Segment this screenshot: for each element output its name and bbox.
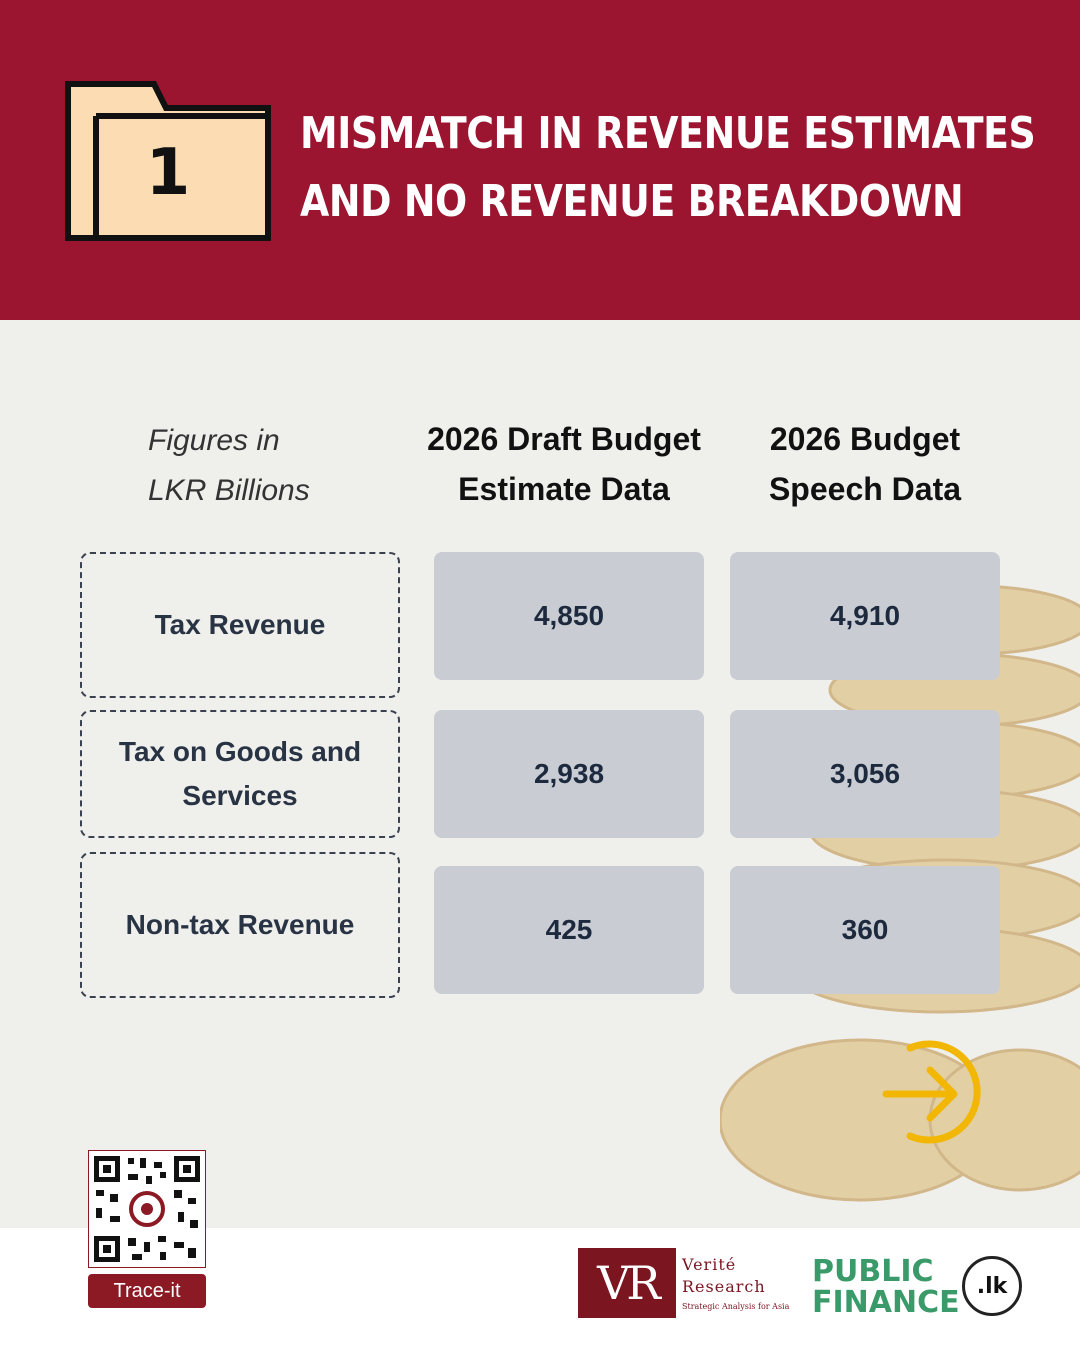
row-label-non-tax-revenue: Non-tax Revenue <box>80 852 400 998</box>
verite-research-logo: VR Verité Research Strategic Analysis fo… <box>578 1248 790 1320</box>
column-header-speech-line-2: Speech Data <box>768 471 962 507</box>
folder-icon <box>65 81 271 241</box>
column-header-draft-line-1: 2026 Draft Budget <box>427 421 701 457</box>
cell-speech-tax-goods-services: 3,056 <box>730 710 1000 838</box>
verite-tagline: Strategic Analysis for Asia <box>682 1302 790 1311</box>
verite-initials: VR <box>578 1248 676 1318</box>
page-title: MISMATCH IN REVENUE ESTIMATES AND NO REV… <box>300 100 1036 236</box>
public-finance-logo: PUBLIC FINANCE <box>812 1256 960 1318</box>
cell-draft-tax-revenue: 4,850 <box>434 552 704 680</box>
cell-draft-tax-goods-services: 2,938 <box>434 710 704 838</box>
cell-speech-tax-revenue: 4,910 <box>730 552 1000 680</box>
title-line-1: MISMATCH IN REVENUE ESTIMATES <box>300 108 1036 159</box>
column-header-speech-line-1: 2026 Budget <box>769 421 961 457</box>
units-line-2: LKR Billions <box>148 474 310 507</box>
cell-speech-non-tax-revenue: 360 <box>730 866 1000 994</box>
column-header-draft-line-2: Estimate Data <box>458 471 670 507</box>
trace-it-button[interactable]: Trace-it <box>88 1274 206 1308</box>
pf-line-2: FINANCE <box>812 1285 960 1320</box>
row-label-text: Tax Revenue <box>154 609 326 640</box>
header-banner: 1 MISMATCH IN REVENUE ESTIMATES AND NO R… <box>0 0 1080 320</box>
arrow-right-circle-icon[interactable] <box>880 1036 984 1148</box>
cell-draft-non-tax-revenue: 425 <box>434 866 704 994</box>
verite-line-1: Verité <box>682 1255 737 1274</box>
row-label-text: Tax on Goods and <box>118 736 362 767</box>
section-number: 1 <box>145 136 191 210</box>
qr-code-icon[interactable] <box>88 1150 206 1268</box>
units-note: Figures in LKR Billions <box>148 416 310 516</box>
pf-lk-badge: .lk <box>962 1256 1022 1316</box>
row-label-text: Non-tax Revenue <box>125 909 355 940</box>
column-header-speech: 2026 Budget Speech Data <box>730 414 1000 514</box>
row-label-tax-goods-services: Tax on Goods and Services <box>80 710 400 838</box>
title-line-2: AND NO REVENUE BREAKDOWN <box>300 176 964 227</box>
verite-name: Verité Research <box>682 1254 766 1298</box>
pf-line-1: PUBLIC <box>812 1254 934 1289</box>
row-label-text: Services <box>182 780 298 811</box>
verite-line-2: Research <box>682 1277 766 1296</box>
column-header-draft: 2026 Draft Budget Estimate Data <box>416 414 712 514</box>
units-line-1: Figures in <box>148 424 280 457</box>
row-label-tax-revenue: Tax Revenue <box>80 552 400 698</box>
